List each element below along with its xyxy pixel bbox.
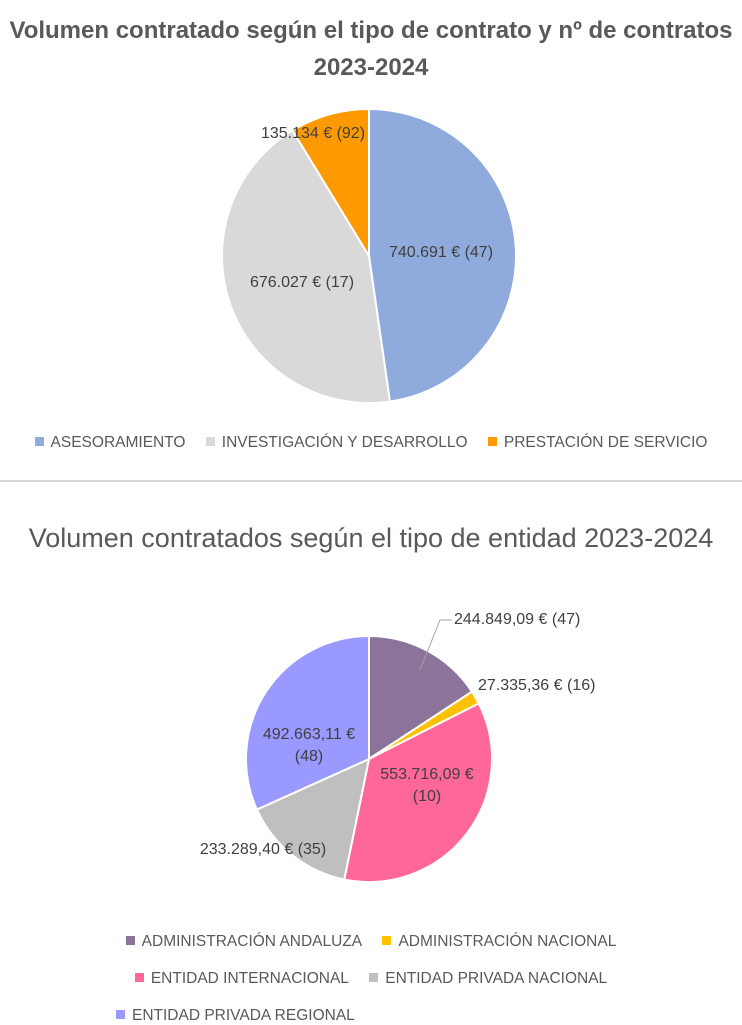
legend-item-entidad-internacional: ENTIDAD INTERNACIONAL (134, 970, 349, 988)
legend-swatch (382, 936, 392, 946)
pie-slice-investigacion-y-desarrollo (220, 129, 392, 404)
data-label-administracion-nacional: 27.335,36 € (16) (478, 677, 595, 694)
leader-line (419, 619, 452, 671)
legend-item-privada-nacional: ENTIDAD PRIVADA NACIONAL (369, 970, 607, 988)
divider (0, 480, 742, 482)
legend-label: ENTIDAD INTERNACIONAL (150, 970, 349, 987)
pie-slice-entidad-privada-nacional (255, 757, 371, 881)
legend-item-asesoramiento: ASESORAMIENTO (34, 434, 186, 452)
pie-chart-entity-type: 244.849,09 € (47) 27.335,36 € (16) 553.716… (200, 611, 595, 883)
legend-label: INVESTIGACIÓN Y DESARROLLO (221, 434, 468, 451)
legend-row-3: ENTIDAD PRIVADA REGIONAL (116, 1007, 516, 1025)
legend-label: ASESORAMIENTO (50, 434, 186, 451)
pie-slice-entidad-privada-regional (245, 634, 370, 811)
chart-title: Volumen contratados según el tipo de ent… (28, 523, 714, 553)
data-label-entidad-privada-regional: 492.663,11 € (263, 726, 355, 743)
pie-slice-asesoramiento (368, 107, 518, 403)
legend-item-prestacion: PRESTACIÓN DE SERVICIO (487, 434, 708, 452)
data-label-entidad-privada-nacional: 233.289,40 € (35) (200, 841, 326, 858)
legend-swatch (125, 936, 135, 946)
chart-contract-type: Volumen contratado según el tipo de cont… (0, 0, 742, 478)
legend-item-admin-andaluza: ADMINISTRACIÓN ANDALUZA (125, 933, 363, 951)
pie-chart-contract-type: 740.691 € (47) 676.027 € (17) 135.134 € (9… (220, 107, 518, 404)
pie-slice-entidad-internacional (343, 702, 493, 883)
legend-label: ADMINISTRACIÓN NACIONAL (398, 933, 617, 950)
legend-label: ADMINISTRACIÓN ANDALUZA (141, 933, 363, 950)
pie-slice-prestacion-de-servicio (291, 107, 370, 260)
legend-row-1: ADMINISTRACIÓN ANDALUZA ADMINISTRACIÓN N… (0, 933, 742, 951)
legend-swatch (369, 973, 379, 983)
legend-swatch (205, 437, 215, 447)
legend-label: ENTIDAD PRIVADA REGIONAL (132, 1007, 355, 1024)
legend-row-2: ENTIDAD INTERNACIONAL ENTIDAD PRIVADA NA… (0, 970, 742, 988)
data-label-entidad-internacional: 553.716,09 € (380, 766, 474, 783)
legend-swatch (134, 973, 144, 983)
data-label-investigacion-y-desarrollo: 676.027 € (17) (250, 274, 354, 291)
data-label-administracion-andaluza: 244.849,09 € (47) (454, 611, 580, 628)
legend-swatch (116, 1010, 125, 1020)
legend-label: ENTIDAD PRIVADA NACIONAL (385, 970, 608, 987)
legend-item-privada-regional: ENTIDAD PRIVADA REGIONAL (116, 1007, 355, 1025)
data-label-asesoramiento: 740.691 € (47) (389, 244, 493, 261)
data-label-entidad-internacional-count: (10) (413, 788, 441, 805)
legend-item-investigacion: INVESTIGACIÓN Y DESARROLLO (205, 434, 468, 452)
legend-swatch (487, 437, 497, 447)
legend: ASESORAMIENTO INVESTIGACIÓN Y DESARROLLO… (0, 434, 742, 452)
legend-item-admin-nacional: ADMINISTRACIÓN NACIONAL (382, 933, 616, 951)
chart-entity-type: Volumen contratados según el tipo de ent… (0, 490, 742, 1024)
chart-title: Volumen contratado según el tipo de cont… (9, 17, 733, 81)
legend-label: PRESTACIÓN DE SERVICIO (503, 434, 708, 451)
data-label-prestacion-de-servicio: 135.134 € (92) (261, 125, 365, 142)
legend-swatch (34, 437, 44, 447)
data-label-entidad-privada-regional-count: (48) (295, 748, 323, 765)
